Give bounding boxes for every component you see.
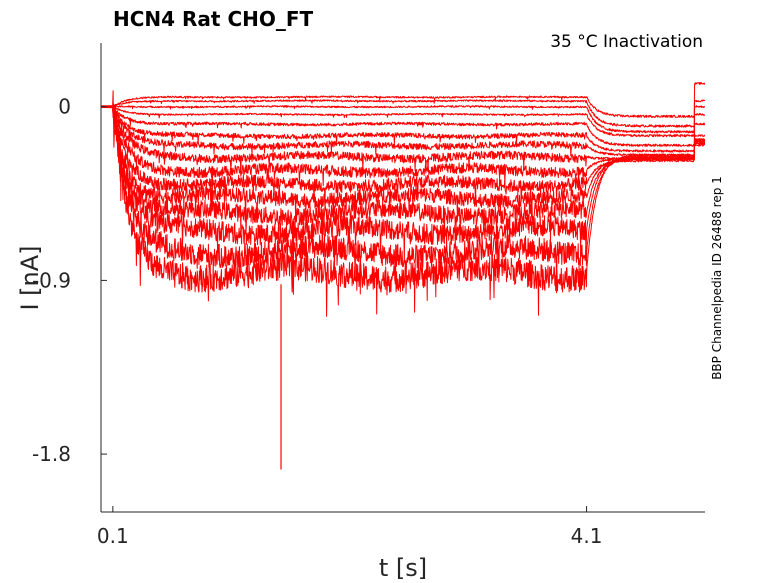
trace-line [101,105,705,295]
axes-group: 0.1 4.1 0 -0.9 -1.8 [32,43,705,548]
x-tick-label: 4.1 [571,524,603,548]
y-tick-label: -1.8 [32,442,71,466]
trace-line [101,82,705,118]
trace-line [101,105,705,153]
y-tick-label: 0 [58,95,71,119]
x-axis-label: t [s] [379,554,427,582]
trace-line [101,105,705,157]
trace-line [101,104,705,194]
x-tick-label: 0.1 [97,524,129,548]
trace-line [101,90,705,317]
chart-title: HCN4 Rat CHO_FT [113,7,314,31]
chart-subtitle: 35 °C Inactivation [550,32,703,52]
trace-line [101,99,705,128]
y-axis-label: I [nA] [16,245,44,310]
traces-group [101,82,705,470]
y-tick-label: -0.9 [32,268,71,292]
trace-line [101,105,705,207]
side-label: BBP Channelpedia ID 26488 rep 1 [710,176,724,380]
trace-line [101,105,705,221]
trace-line [101,103,705,273]
trace-line [101,105,705,134]
trace-line [101,105,705,138]
trace-line [101,104,705,177]
trace-line [101,105,705,147]
